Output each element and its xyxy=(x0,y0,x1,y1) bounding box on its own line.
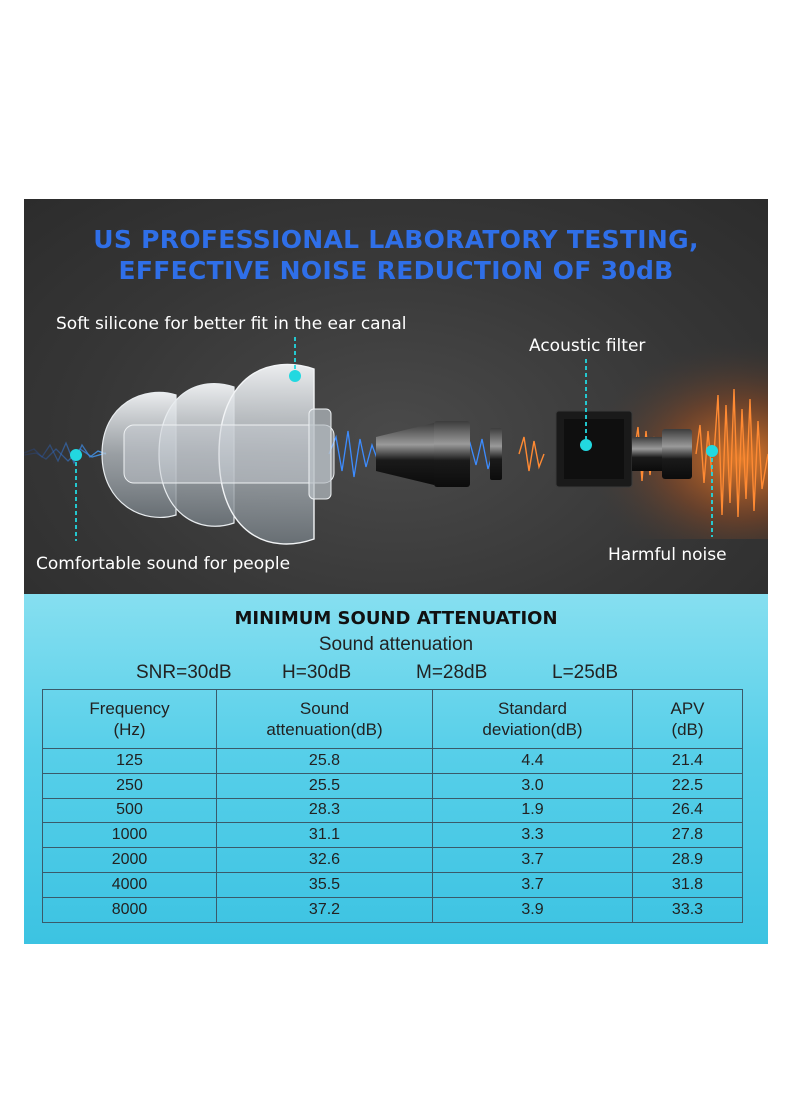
header-standard-deviation: Standard deviation(dB) xyxy=(432,689,633,749)
attenuation-title: MINIMUM SOUND ATTENUATION xyxy=(234,608,558,629)
cell-apv: 28.9 xyxy=(632,847,743,873)
cell-apv: 22.5 xyxy=(632,772,743,799)
callout-acoustic-filter: Acoustic filter xyxy=(529,336,646,356)
cell-apv: 31.8 xyxy=(632,871,743,898)
cell-attenuation: 25.8 xyxy=(216,748,433,774)
cell-deviation: 3.7 xyxy=(432,847,633,873)
cell-frequency: 8000 xyxy=(42,896,217,923)
callout-silicone: Soft silicone for better fit in the ear … xyxy=(56,314,407,334)
cell-attenuation: 31.1 xyxy=(216,822,433,849)
table-row: 250 25.5 3.0 22.5 xyxy=(42,772,743,799)
callout-comfortable-sound: Comfortable sound for people xyxy=(36,554,291,574)
cell-attenuation: 25.5 xyxy=(216,772,433,799)
filter-marker xyxy=(580,439,592,451)
cell-deviation: 3.0 xyxy=(432,772,633,799)
attenuation-section: MINIMUM SOUND ATTENUATION Sound attenuat… xyxy=(24,594,768,944)
acoustic-filter xyxy=(555,410,692,488)
table-row: 4000 35.5 3.7 31.8 xyxy=(42,871,743,898)
cell-frequency: 1000 xyxy=(42,822,217,849)
silicone-marker xyxy=(289,370,301,382)
rating-h: H=30dB xyxy=(282,662,352,683)
earplug-diagram xyxy=(24,337,768,545)
attenuation-table: Frequency (Hz) Sound attenuation(dB) Stand… xyxy=(42,689,743,923)
noise-marker xyxy=(706,445,718,457)
table-row: 125 25.8 4.4 21.4 xyxy=(42,748,743,774)
table-header-row: Frequency (Hz) Sound attenuation(dB) Stand… xyxy=(42,689,743,749)
rating-m: M=28dB xyxy=(416,662,488,683)
cell-deviation: 4.4 xyxy=(432,748,633,774)
comfort-marker xyxy=(70,449,82,461)
cell-attenuation: 37.2 xyxy=(216,896,433,923)
cell-apv: 21.4 xyxy=(632,748,743,774)
product-infographic: US PROFESSIONAL LABORATORY TESTING, EFFE… xyxy=(24,199,768,944)
cell-attenuation: 28.3 xyxy=(216,797,433,824)
header-apv: APV (dB) xyxy=(632,689,743,749)
earplug-stem xyxy=(376,421,502,487)
table-row: 500 28.3 1.9 26.4 xyxy=(42,797,743,824)
header-frequency: Frequency (Hz) xyxy=(42,689,217,749)
headline-line-1: US PROFESSIONAL LABORATORY TESTING, xyxy=(93,225,699,254)
callout-harmful-noise: Harmful noise xyxy=(608,545,727,565)
cell-frequency: 125 xyxy=(42,748,217,774)
cell-apv: 26.4 xyxy=(632,797,743,824)
rating-l: L=25dB xyxy=(552,662,619,683)
headline-line-2: EFFECTIVE NOISE REDUCTION OF 30dB xyxy=(118,256,674,285)
cell-attenuation: 35.5 xyxy=(216,871,433,898)
cell-frequency: 2000 xyxy=(42,847,217,873)
table-row: 1000 31.1 3.3 27.8 xyxy=(42,822,743,849)
header-sound-attenuation: Sound attenuation(dB) xyxy=(216,689,433,749)
cell-deviation: 3.9 xyxy=(432,896,633,923)
cell-deviation: 3.3 xyxy=(432,822,633,849)
cell-deviation: 3.7 xyxy=(432,871,633,898)
cell-apv: 27.8 xyxy=(632,822,743,849)
callout-markers xyxy=(75,337,713,541)
sound-wave-left xyxy=(24,441,107,465)
table-row: 8000 37.2 3.9 33.3 xyxy=(42,896,743,923)
table-row: 2000 32.6 3.7 28.9 xyxy=(42,847,743,873)
attenuation-subtitle: Sound attenuation xyxy=(318,634,474,655)
product-illustration-section: US PROFESSIONAL LABORATORY TESTING, EFFE… xyxy=(24,199,768,594)
cell-frequency: 4000 xyxy=(42,871,217,898)
cell-frequency: 500 xyxy=(42,797,217,824)
cell-deviation: 1.9 xyxy=(432,797,633,824)
cell-apv: 33.3 xyxy=(632,896,743,923)
cell-frequency: 250 xyxy=(42,772,217,799)
cell-attenuation: 32.6 xyxy=(216,847,433,873)
silicone-eartip xyxy=(101,363,335,545)
rating-snr: SNR=30dB xyxy=(136,662,232,683)
